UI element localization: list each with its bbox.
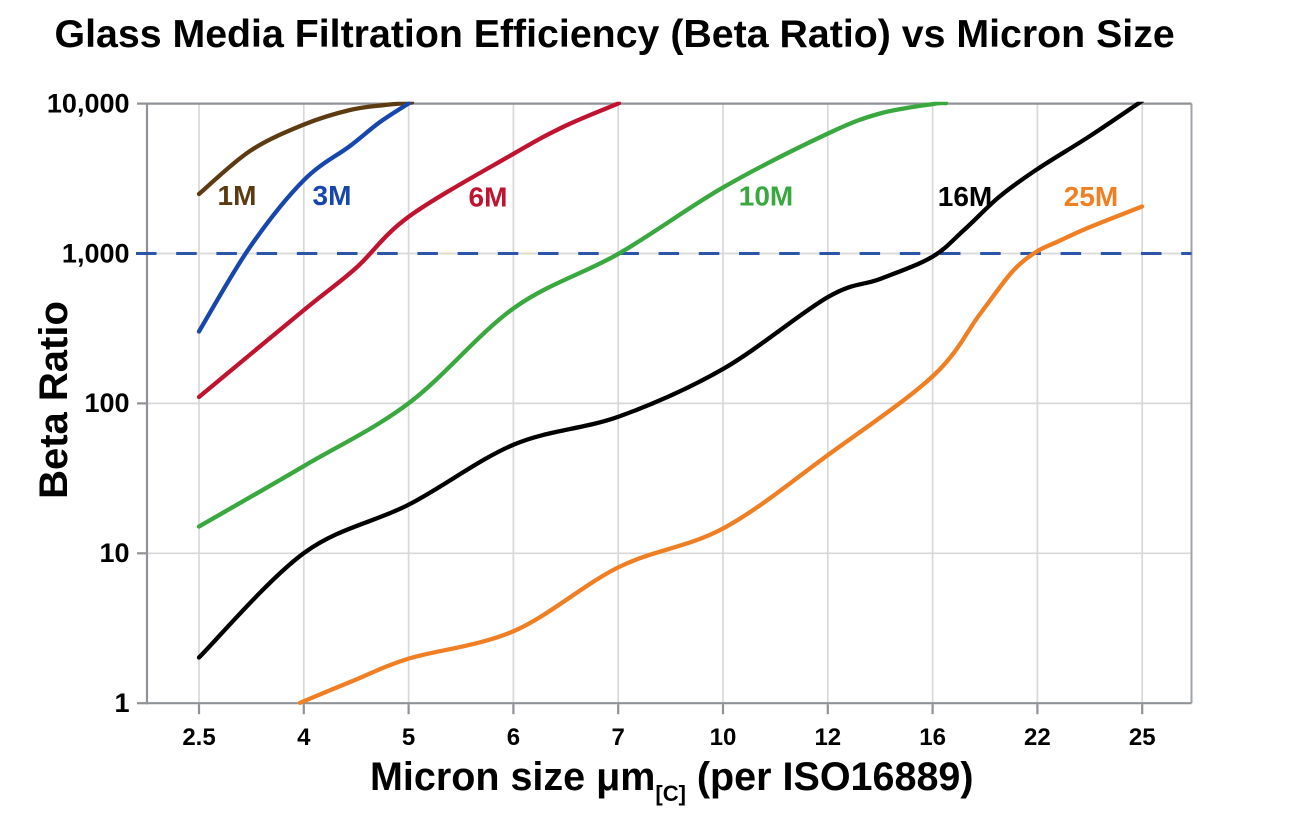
svg-text:7: 7: [612, 724, 625, 751]
svg-text:6M: 6M: [469, 182, 508, 213]
svg-text:25: 25: [1129, 724, 1156, 751]
svg-text:10,000: 10,000: [47, 88, 130, 118]
svg-text:22: 22: [1024, 724, 1051, 751]
svg-text:1M: 1M: [218, 180, 257, 211]
svg-text:5: 5: [402, 724, 415, 751]
svg-text:16: 16: [919, 724, 946, 751]
svg-text:25M: 25M: [1064, 181, 1118, 212]
svg-text:16M: 16M: [938, 181, 992, 212]
svg-text:Glass Media Filtration Efficie: Glass Media Filtration Efficiency (Beta …: [55, 12, 1175, 56]
svg-text:6: 6: [507, 724, 520, 751]
svg-text:100: 100: [84, 388, 129, 418]
svg-text:10M: 10M: [739, 181, 793, 212]
svg-text:2.5: 2.5: [182, 724, 215, 751]
svg-text:10: 10: [710, 724, 737, 751]
svg-text:10: 10: [99, 538, 129, 568]
svg-text:3M: 3M: [313, 180, 352, 211]
svg-text:Beta Ratio: Beta Ratio: [32, 301, 76, 499]
svg-text:Micron size μm[C] (per ISO1688: Micron size μm[C] (per ISO16889): [370, 755, 974, 806]
svg-text:12: 12: [814, 724, 841, 751]
svg-text:1,000: 1,000: [62, 238, 130, 268]
svg-text:1: 1: [114, 688, 129, 718]
svg-text:4: 4: [297, 724, 311, 751]
